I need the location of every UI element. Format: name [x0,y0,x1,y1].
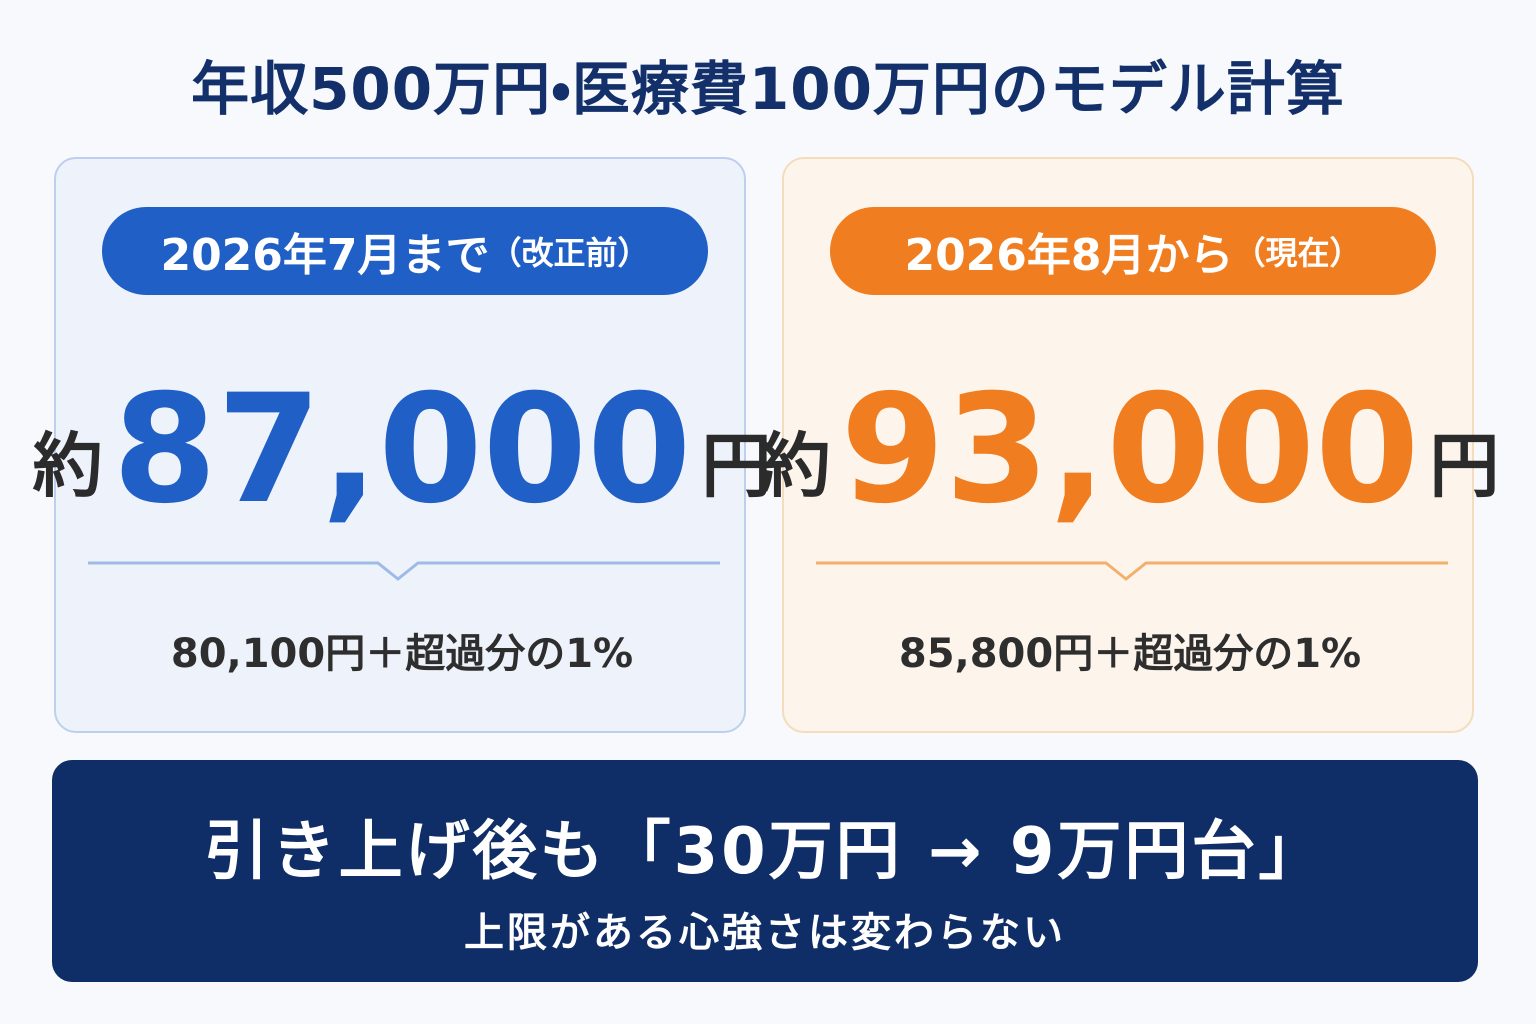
formula: 80,100円＋超過分の1% [170,631,634,677]
unit: 円 [1429,425,1500,507]
headline: 引き上げ後も「30万円 → 9万円台」 [204,815,1326,889]
amount-row: 約 87,000 円 [33,349,772,539]
badge-main: 2026年7月まで [160,230,490,281]
unit: 円 [701,425,772,507]
divider [88,561,720,581]
card-after: 2026年8月から （現在） 約 93,000 円 85,800円＋超過分の1% [761,157,1500,733]
badge-note: （現在） [1233,234,1362,272]
badge: 2026年7月まで （改正前） [102,207,708,295]
prefix: 約 [32,425,103,507]
badge-main: 2026年8月から [904,230,1234,281]
badge-note: （改正前） [489,234,650,272]
badge: 2026年8月から （現在） [830,207,1436,295]
banner: 引き上げ後も「30万円 → 9万円台」 上限がある心強さは変わらない [52,760,1478,982]
card-before: 2026年7月まで （改正前） 約 87,000 円 80,100円＋超過分の1% [33,157,772,733]
amount: 93,000 [840,363,1420,537]
title: 年収500万円・医療費100万円のモデル計算 [191,55,1345,123]
subline: 上限がある心強さは変わらない [464,910,1066,956]
formula: 85,800円＋超過分の1% [898,631,1362,677]
prefix: 約 [760,425,831,507]
amount: 87,000 [112,363,692,537]
amount-row: 約 93,000 円 [761,349,1500,539]
divider [816,561,1448,581]
